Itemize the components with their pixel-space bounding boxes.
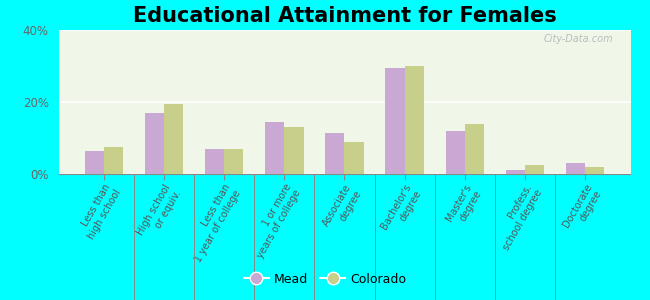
Bar [385,68,405,174]
Bar [284,127,304,174]
Bar [446,131,465,174]
Bar [405,66,424,174]
Bar [104,147,123,174]
Title: Educational Attainment for Females: Educational Attainment for Females [133,6,556,26]
Bar [566,163,585,174]
Bar [145,113,164,174]
Legend: Mead, Colorado: Mead, Colorado [239,268,411,291]
Bar [164,104,183,174]
Bar [506,170,525,174]
Bar [525,165,544,174]
Bar [265,122,284,174]
Bar [465,124,484,174]
Text: City-Data.com: City-Data.com [543,34,614,44]
Bar [325,133,344,174]
Bar [205,149,224,174]
Bar [344,142,364,174]
Bar [84,151,104,174]
Bar [585,167,604,174]
Bar [224,149,243,174]
